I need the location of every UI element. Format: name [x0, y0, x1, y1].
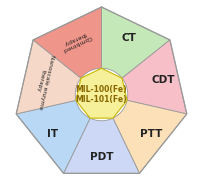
Text: MIL-100(Fe): MIL-100(Fe)	[75, 85, 127, 94]
Polygon shape	[121, 40, 186, 114]
Text: PTT: PTT	[139, 129, 161, 139]
Polygon shape	[16, 40, 81, 114]
Text: CDT: CDT	[150, 75, 174, 85]
Polygon shape	[33, 7, 101, 78]
Text: CT: CT	[121, 33, 136, 43]
Text: MIL-101(Fe): MIL-101(Fe)	[75, 95, 127, 104]
Text: PDT: PDT	[89, 153, 113, 163]
Polygon shape	[112, 100, 186, 173]
Text: Nanoscale enzyme
therapy: Nanoscale enzyme therapy	[32, 53, 55, 110]
Polygon shape	[63, 118, 139, 173]
Text: IT: IT	[46, 129, 58, 139]
Text: Combined
therapy: Combined therapy	[59, 29, 92, 53]
Polygon shape	[101, 7, 169, 78]
Polygon shape	[16, 100, 90, 173]
Polygon shape	[76, 68, 126, 118]
